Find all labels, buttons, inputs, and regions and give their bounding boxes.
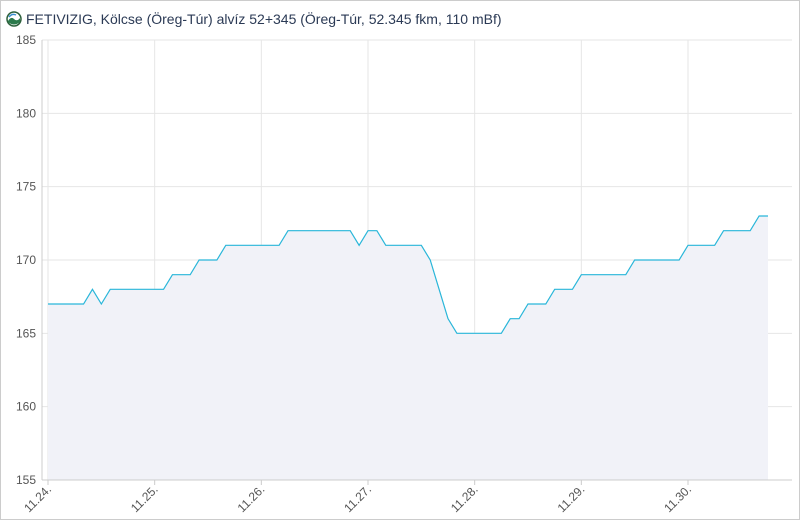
- y-tick-label: 180: [16, 106, 36, 120]
- line: [48, 215, 768, 334]
- logo-icon: [6, 11, 22, 27]
- area: [48, 216, 768, 480]
- y-tick-label: 165: [16, 326, 36, 340]
- y-tick-label: 185: [16, 33, 36, 47]
- y-tick-label: 175: [16, 180, 36, 194]
- chart-title: FETIVIZIG, Kölcse (Öreg-Túr) alvíz 52+34…: [26, 10, 502, 27]
- y-tick-label: 160: [16, 400, 36, 414]
- y-tick-label: 170: [16, 253, 36, 267]
- y-tick-label: 155: [16, 473, 36, 487]
